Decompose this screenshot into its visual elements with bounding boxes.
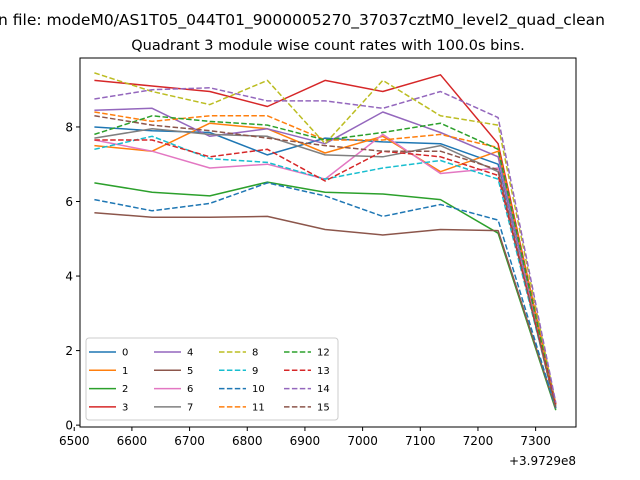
series-line-9 (94, 135, 557, 407)
x-tick-label: 7200 (463, 434, 494, 448)
y-tick-label: 4 (65, 270, 73, 284)
series-line-15 (94, 115, 557, 409)
y-tick-label: 0 (65, 419, 73, 433)
legend-label-3: 3 (122, 402, 128, 413)
series-line-2 (94, 181, 557, 411)
y-tick-label: 2 (65, 344, 73, 358)
chart-title: Quadrant 3 module wise count rates with … (131, 38, 525, 54)
legend-label-13: 13 (317, 366, 330, 377)
x-tick-label: 6700 (174, 434, 205, 448)
legend-label-8: 8 (252, 348, 258, 359)
x-tick-label: 6800 (232, 434, 263, 448)
series-line-13 (94, 139, 557, 405)
x-tick-label: 7000 (347, 434, 378, 448)
x-tick-label: 7100 (405, 434, 436, 448)
axes-frame (79, 57, 577, 428)
x-offset-label: +3.9729e8 (509, 454, 576, 468)
legend-box (85, 337, 339, 421)
legend-label-5: 5 (187, 366, 193, 377)
legend-label-6: 6 (187, 384, 193, 395)
series-line-1 (94, 122, 557, 407)
x-tick-label: 6500 (59, 434, 90, 448)
plot-area (94, 72, 557, 411)
series-line-8 (94, 72, 557, 405)
y-axis: 0 2 4 6 8 (65, 120, 80, 433)
series-line-14 (94, 87, 557, 403)
legend-label-11: 11 (252, 402, 265, 413)
legend-label-9: 9 (252, 366, 258, 377)
legend-label-2: 2 (122, 384, 128, 395)
series-line-10 (94, 182, 557, 409)
series-line-3 (94, 74, 557, 405)
legend-label-12: 12 (317, 348, 330, 359)
x-tick-label: 6600 (117, 434, 148, 448)
x-tick-label: 6900 (290, 434, 321, 448)
series-line-12 (94, 115, 557, 407)
x-tick-label: 7300 (520, 434, 551, 448)
series-line-11 (94, 111, 557, 405)
legend-label-14: 14 (317, 384, 330, 395)
y-tick-label: 8 (65, 120, 73, 134)
y-tick-label: 6 (65, 195, 73, 209)
legend-label-1: 1 (122, 366, 128, 377)
figure-suptitle: n file: modeM0/AS1T05_044T01_9000005270_… (0, 11, 605, 30)
legend-label-0: 0 (122, 348, 128, 359)
x-axis: 6500 6600 6700 6800 6900 7000 7100 7200 7300 (59, 427, 551, 448)
legend-label-15: 15 (317, 402, 330, 413)
legend-label-4: 4 (187, 348, 193, 359)
legend-label-10: 10 (252, 384, 265, 395)
legend-label-7: 7 (187, 402, 193, 413)
series-line-5 (94, 211, 557, 409)
